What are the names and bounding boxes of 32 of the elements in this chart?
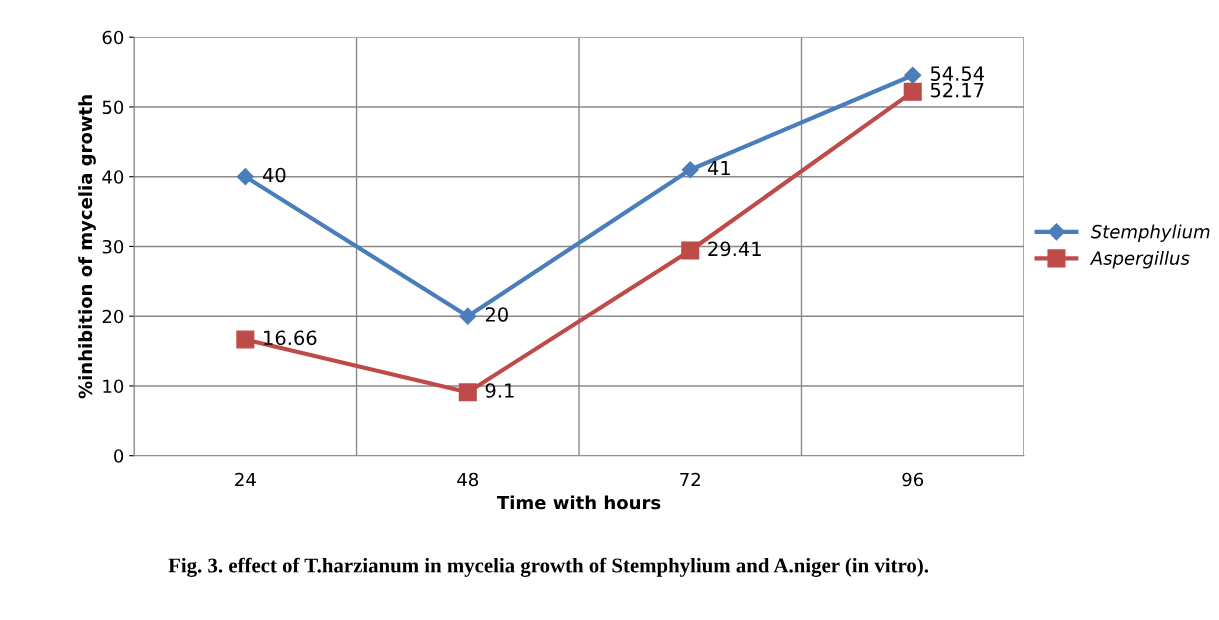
- y-tick-label: 60: [102, 30, 124, 45]
- legend-label: Stemphylium: [1090, 224, 1210, 242]
- point: [681, 161, 699, 179]
- data-label: 41: [707, 160, 730, 176]
- caption: Fig. 3. effect of T.harzianum in mycelia growth of Stemphylium and A.niger (in vitro).: [168, 557, 929, 577]
- data-label: 52.17: [930, 82, 984, 98]
- y-axis-title: %inhibition of mycelia growth: [78, 95, 96, 399]
- point: [236, 330, 255, 349]
- point: [904, 66, 922, 84]
- data-label: 9.1: [485, 383, 514, 398]
- x-axis-title: Time with hours: [496, 495, 661, 510]
- point: [236, 168, 254, 186]
- x-tick-label: 72: [680, 472, 700, 487]
- y-tick-label: 10: [103, 379, 124, 394]
- y-tick-label: 20: [102, 309, 124, 324]
- data-label: 20: [485, 307, 508, 322]
- y-tick-label: 30: [102, 239, 124, 254]
- legend-label: Aspergillus: [1089, 250, 1190, 269]
- x-tick-label: 96: [902, 472, 924, 487]
- y-tick-label: 0: [114, 449, 124, 463]
- point: [459, 307, 477, 325]
- data-label: 29.41: [708, 241, 761, 257]
- y-tick-label: 40: [102, 170, 124, 184]
- point: [903, 82, 922, 101]
- data-label: 54.54: [930, 66, 984, 81]
- point: [458, 383, 477, 402]
- x-tick-label: 24: [235, 472, 256, 487]
- x-tick-label: 48: [457, 472, 479, 487]
- data-label: 40: [262, 167, 286, 183]
- point: [681, 241, 700, 260]
- data-label: 16.66: [264, 330, 317, 346]
- y-tick-label: 50: [102, 100, 124, 115]
